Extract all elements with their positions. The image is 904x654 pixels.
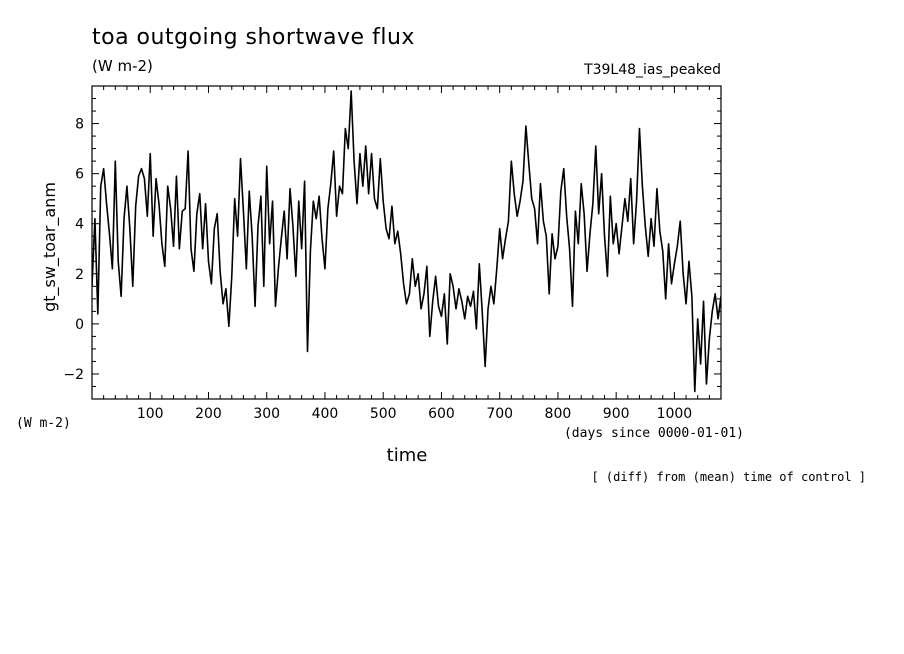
series-line — [92, 90, 721, 393]
x-tick-label: 100 — [137, 406, 164, 422]
plot-frame — [91, 85, 722, 400]
run-name: T39L48_ias_peaked — [584, 62, 721, 78]
x-tick-label: 200 — [195, 406, 222, 422]
x-tick-label: 500 — [370, 406, 397, 422]
x-tick-label: 1000 — [657, 406, 693, 422]
chart-title: toa outgoing shortwave flux — [92, 25, 415, 50]
y-tick-label: −2 — [63, 367, 84, 383]
y-tick-label: 0 — [75, 317, 84, 333]
x-tick-label: 600 — [428, 406, 455, 422]
y-tick-label: 2 — [75, 267, 84, 283]
y-tick-label: 6 — [75, 167, 84, 183]
x-tick-label: 800 — [545, 406, 572, 422]
chart-units: (W m-2) — [92, 57, 153, 75]
x-tick-label: 300 — [253, 406, 280, 422]
x-axis-label: time — [386, 445, 428, 466]
x-tick-label: 400 — [312, 406, 339, 422]
footnote: [ (diff) from (mean) time of control ] — [591, 470, 866, 484]
y-axis-units: (W m-2) — [16, 416, 71, 431]
y-tick-label: 8 — [75, 117, 84, 133]
x-tick-label: 900 — [603, 406, 630, 422]
x-tick-label: 700 — [486, 406, 513, 422]
x-axis-units: (days since 0000-01-01) — [563, 426, 744, 441]
y-tick-label: 4 — [75, 217, 84, 233]
